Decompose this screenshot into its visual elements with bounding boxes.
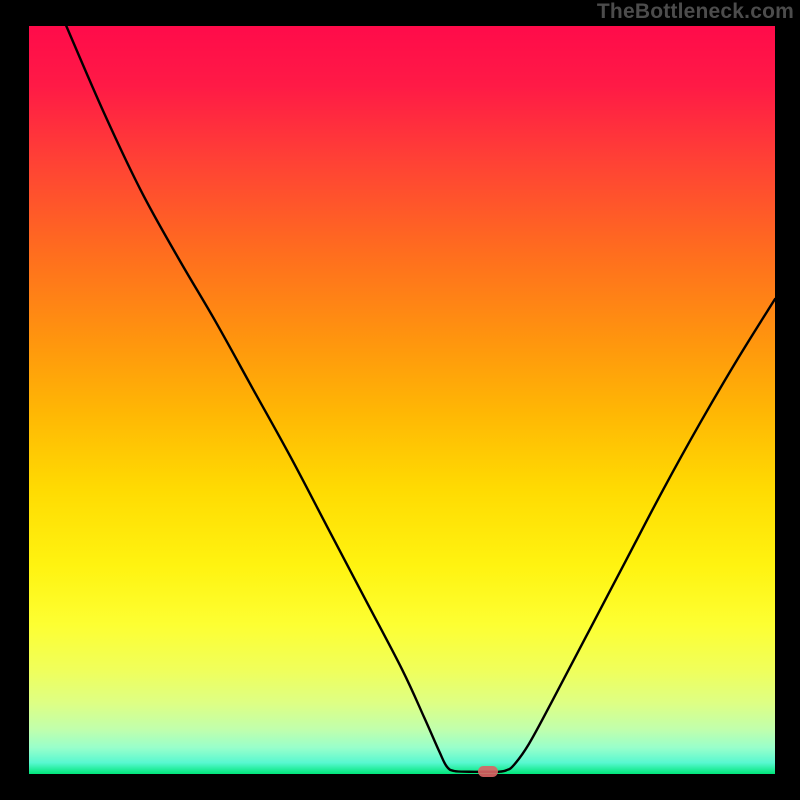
- bottleneck-curve: [66, 26, 775, 772]
- watermark-text: TheBottleneck.com: [597, 0, 794, 24]
- optimum-marker: [478, 766, 498, 777]
- curve-layer: [29, 26, 775, 774]
- plot-area: [29, 26, 775, 774]
- chart-container: TheBottleneck.com: [0, 0, 800, 800]
